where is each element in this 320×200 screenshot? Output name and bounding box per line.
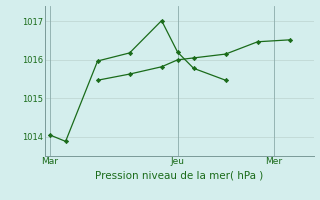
X-axis label: Pression niveau de la mer( hPa ): Pression niveau de la mer( hPa )	[95, 171, 263, 181]
